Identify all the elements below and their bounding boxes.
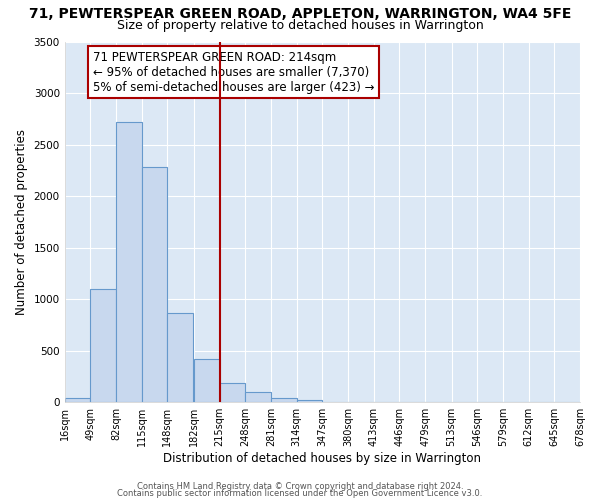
Bar [116, 122, 142, 402]
Text: Contains HM Land Registry data © Crown copyright and database right 2024.: Contains HM Land Registry data © Crown c… [137, 482, 463, 491]
Bar [271, 398, 296, 402]
X-axis label: Distribution of detached houses by size in Warrington: Distribution of detached houses by size … [163, 452, 481, 465]
Text: Contains public sector information licensed under the Open Government Licence v3: Contains public sector information licen… [118, 488, 482, 498]
Text: 71 PEWTERSPEAR GREEN ROAD: 214sqm
← 95% of detached houses are smaller (7,370)
5: 71 PEWTERSPEAR GREEN ROAD: 214sqm ← 95% … [93, 50, 374, 94]
Bar [194, 360, 220, 402]
Bar [220, 383, 245, 402]
Y-axis label: Number of detached properties: Number of detached properties [15, 129, 28, 315]
Bar [142, 167, 167, 402]
Bar [296, 400, 322, 402]
Text: 71, PEWTERSPEAR GREEN ROAD, APPLETON, WARRINGTON, WA4 5FE: 71, PEWTERSPEAR GREEN ROAD, APPLETON, WA… [29, 8, 571, 22]
Text: Size of property relative to detached houses in Warrington: Size of property relative to detached ho… [116, 18, 484, 32]
Bar [167, 312, 193, 402]
Bar [91, 289, 116, 402]
Bar [65, 398, 91, 402]
Bar [245, 392, 271, 402]
